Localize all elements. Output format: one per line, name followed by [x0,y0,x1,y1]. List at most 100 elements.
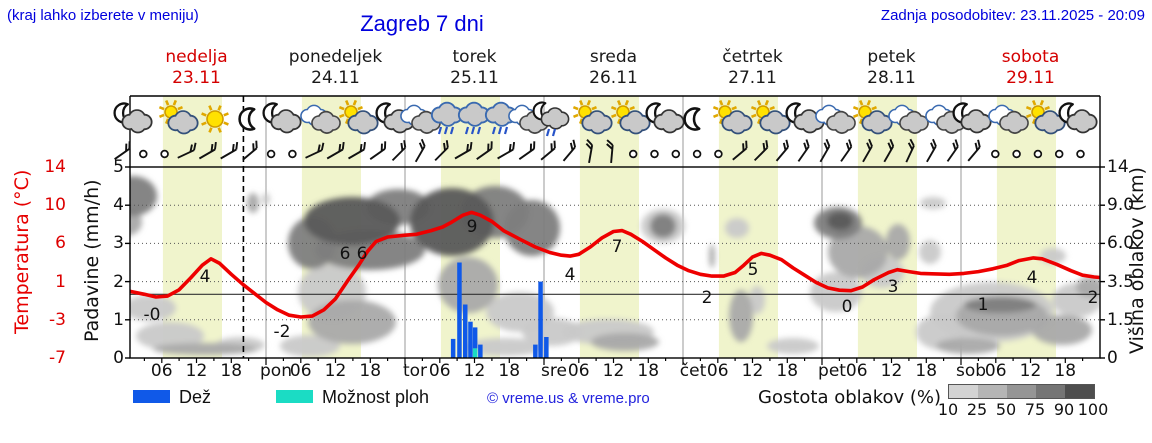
precip-tick: 0 [113,348,124,368]
x-tick-hour: 18 [498,361,521,381]
day-name-četrtek: četrtek [722,47,783,67]
wind-calm-icon [650,149,659,159]
x-tick-dayname: pet [818,361,846,381]
density-scale-tick: 25 [966,400,988,419]
temp-tick: 10 [44,195,66,216]
density-scale-segment [1007,385,1036,398]
wind-barb-icon [840,139,853,162]
wind-barb-icon [585,139,594,164]
x-tick-dayname: sob [955,361,987,381]
temperature-value-label: 6 [339,244,351,264]
temperature-value-label: 4 [199,267,211,287]
rain-legend-label: Dež [179,387,212,407]
day-name-sobota: sobota [1001,47,1060,67]
wind-calm-icon [1054,149,1064,159]
x-tick-hour: 12 [880,361,903,381]
weather-icon-sun-cloud [338,99,379,135]
wind-calm-icon [160,149,169,159]
precip-tick: 5 [113,157,124,177]
density-scale-segment [1065,385,1094,398]
day-date: 26.11 [589,68,638,88]
wind-calm-icon [266,149,276,159]
rain-bar [450,338,456,358]
weather-icon-cloud-rain [457,101,491,135]
x-tick-dayname: tor [402,361,428,381]
rain-legend-swatch [133,390,170,403]
weather-icon-moon-cloud [262,102,302,134]
x-tick-hour: 12 [602,361,625,381]
day-name-nedelja: nedelja [165,47,228,67]
wind-calm-icon [1033,149,1043,159]
weather-icon-moon-cloud [785,102,825,134]
rain-bar [538,281,543,358]
weather-icon-cloud [400,104,441,134]
day-name-torek: torek [452,47,497,67]
wind-barb-icon [414,138,426,163]
copyright-link[interactable]: © vreme.us & vreme.pro [487,390,650,407]
x-tick-hour: 06 [706,361,729,381]
shower-bar [472,348,478,358]
wind-calm-icon [288,149,297,159]
weather-icon-sun-cloud [1025,99,1066,135]
wind-barb-icon [883,138,895,163]
temp-tick: -7 [49,348,66,368]
rain-bars [450,262,549,358]
weather-icon-sun-cloud [712,99,753,135]
daylight-band [579,96,639,358]
plot-border [129,166,1101,359]
weather-icon-cloud [988,104,1029,134]
cloud-density-legend-label: Gostota oblakov (%) [758,387,942,408]
x-tick-hour: 12 [185,361,208,381]
temperature-value-label: 4 [1026,268,1038,288]
x-tick-hour: 18 [359,361,382,381]
wind-barb-icon [819,138,831,163]
density-scale-tick: 100 [1077,400,1109,419]
weather-icon-cloud [925,104,966,134]
rain-bar [478,344,483,358]
wind-barb-icon [198,141,217,160]
day-name-sreda: sreda [589,47,638,67]
temperature-value-label: 3 [887,277,899,297]
page-title: Zagreb 7 dni [360,11,484,36]
wind-barb-icon [476,141,493,160]
weather-icon-sun-cloud [610,99,651,135]
x-tick-hour: 06 [289,361,312,381]
weather-icon-sun [201,105,229,133]
temperature-value-label: -2 [273,322,291,342]
precip-tick: 1 [113,309,124,330]
shower-legend-label: Možnost ploh [322,387,430,407]
x-tick-hour: 12 [741,361,764,381]
location-menu-hint: (kraj lahko izberete v meniju) [7,7,199,24]
day-date: 25.11 [450,68,499,88]
temperature-value-label: 5 [747,260,759,280]
wind-barb-icon [606,139,614,164]
cloud-height-tick: 1.5 [1107,309,1135,330]
temperature-value-label: 1 [977,295,989,315]
wind-barb-icon [540,140,556,161]
day-name-ponedeljek: ponedeljek [288,47,383,67]
weather-icon-moon-cloud [113,102,153,134]
wind-barb-icon [862,138,873,163]
wind-barb-icon [454,141,473,160]
x-tick-hour: 12 [324,361,347,381]
wind-calm-icon [991,149,1000,159]
wind-barb-icon [946,139,959,162]
cloud-height-tick: 3.5 [1107,271,1135,292]
daylight-band [857,96,917,358]
x-tick-dayname: pon [260,361,292,381]
weather-icon-cloud [300,104,341,134]
day-date: 24.11 [311,68,360,88]
cloud-density-layer [130,176,1100,357]
wind-barb-icon [369,141,387,160]
x-tick-hour: 18 [776,361,799,381]
weather-icon-cloud-rain [430,101,464,135]
rain-bar [468,321,473,358]
wind-barb-icon [905,138,915,163]
wind-calm-icon [692,149,702,159]
rain-bar [472,327,478,349]
density-scale-tick: 90 [1053,400,1075,419]
weather-icon-moon-cloud-rain [532,101,570,137]
wind-barb-icon [926,138,937,163]
x-tick-hour: 06 [150,361,173,381]
